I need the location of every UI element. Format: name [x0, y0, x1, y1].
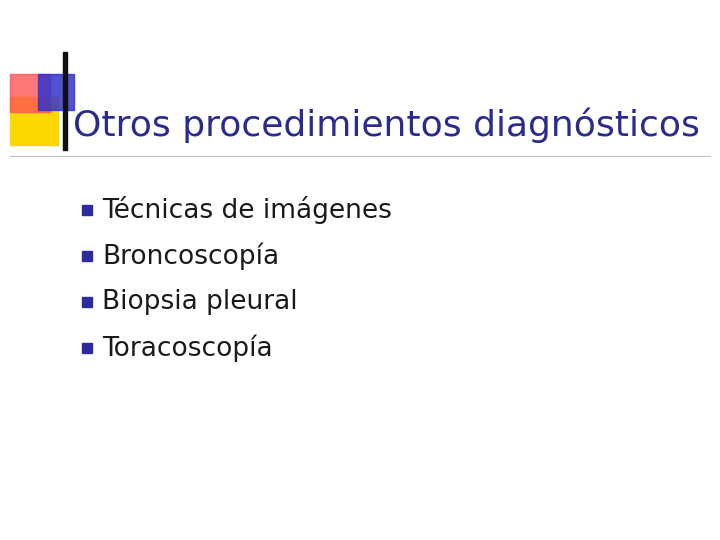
Text: Otros procedimientos diagnósticos: Otros procedimientos diagnósticos	[73, 107, 700, 143]
Bar	[82, 205, 92, 215]
Bar	[82, 343, 92, 353]
Bar	[63, 52, 67, 150]
Bar	[82, 251, 92, 261]
Bar	[82, 297, 92, 307]
Bar	[38, 74, 74, 110]
Text: Biopsia pleural: Biopsia pleural	[102, 289, 297, 315]
Text: Toracoscopía: Toracoscopía	[102, 334, 273, 362]
Bar	[10, 74, 50, 112]
Text: Técnicas de imágenes: Técnicas de imágenes	[102, 196, 392, 224]
Bar	[10, 97, 58, 145]
Text: Broncoscopía: Broncoscopía	[102, 242, 279, 270]
